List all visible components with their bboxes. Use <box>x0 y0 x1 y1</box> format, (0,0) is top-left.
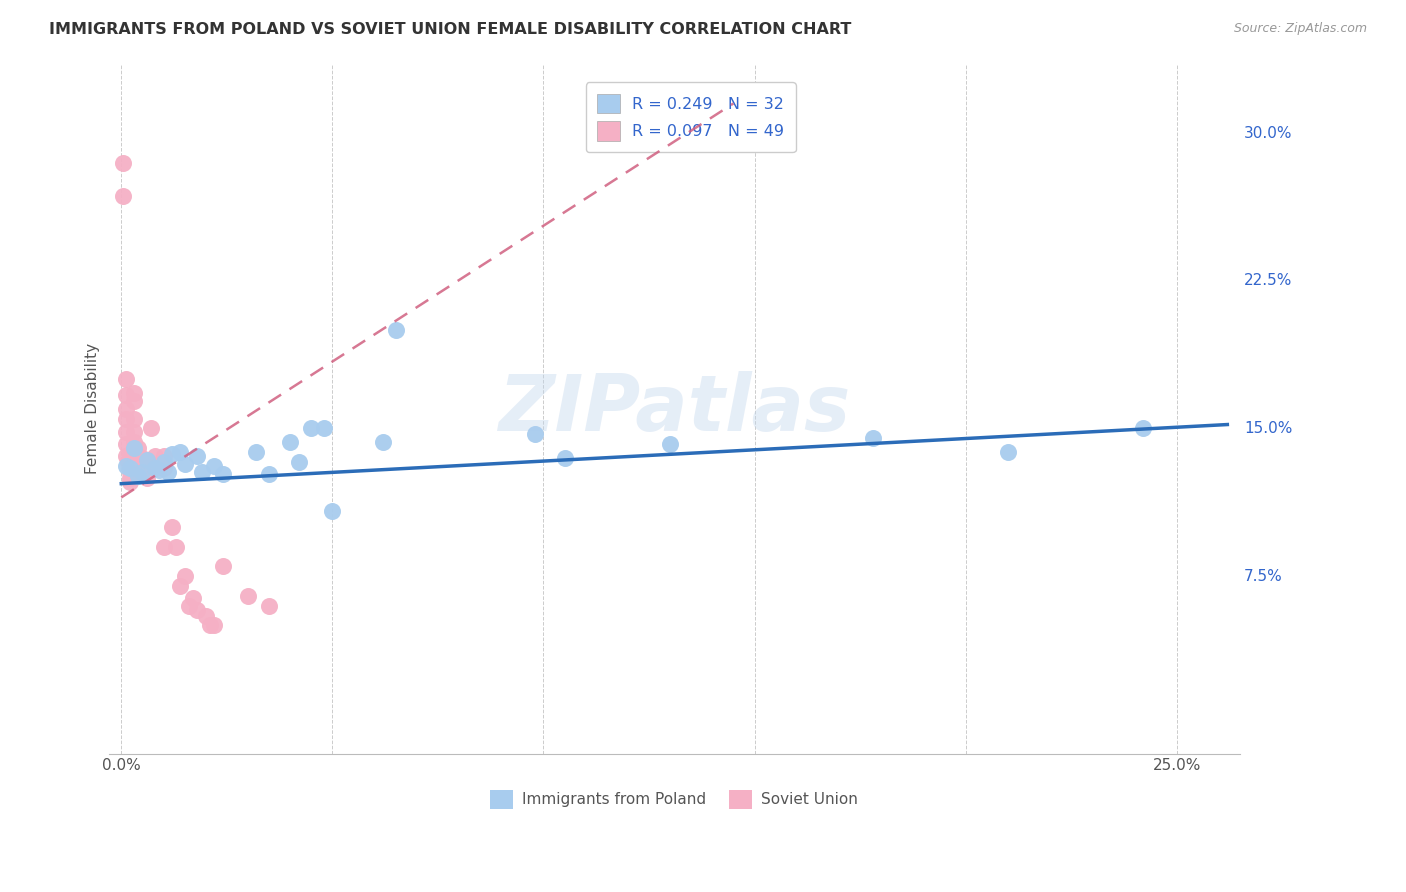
Point <box>152 461 174 475</box>
Point <box>169 445 191 459</box>
Text: 7.5%: 7.5% <box>1244 569 1284 583</box>
Point <box>114 411 136 425</box>
Point <box>122 386 145 401</box>
Point <box>118 465 141 479</box>
Point <box>186 449 208 463</box>
Point <box>135 453 157 467</box>
Point <box>211 559 233 574</box>
Point <box>152 455 174 469</box>
Point <box>114 449 136 463</box>
Point <box>127 441 149 455</box>
Point <box>371 435 394 450</box>
Point <box>312 421 335 435</box>
Point <box>114 458 136 473</box>
Text: IMMIGRANTS FROM POLAND VS SOVIET UNION FEMALE DISABILITY CORRELATION CHART: IMMIGRANTS FROM POLAND VS SOVIET UNION F… <box>49 22 852 37</box>
Point <box>148 463 170 477</box>
Point <box>173 457 195 471</box>
Point <box>118 461 141 475</box>
Point <box>997 445 1019 459</box>
Point <box>122 441 145 455</box>
Point <box>177 599 200 613</box>
Point <box>236 589 259 603</box>
Point <box>127 449 149 463</box>
Point <box>135 465 157 479</box>
Point <box>131 465 153 479</box>
Legend: Immigrants from Poland, Soviet Union: Immigrants from Poland, Soviet Union <box>484 784 865 814</box>
Point <box>165 540 187 554</box>
Point <box>131 457 153 471</box>
Point <box>173 569 195 583</box>
Point <box>114 388 136 402</box>
Point <box>287 455 309 469</box>
Point <box>169 579 191 593</box>
Point <box>114 372 136 386</box>
Point <box>112 155 135 169</box>
Text: 30.0%: 30.0% <box>1244 126 1292 141</box>
Point <box>198 618 221 632</box>
Point <box>117 455 139 469</box>
Point <box>143 449 166 463</box>
Point <box>257 599 280 613</box>
Point <box>131 465 153 479</box>
Y-axis label: Female Disability: Female Disability <box>86 343 100 475</box>
Point <box>384 323 406 337</box>
Point <box>131 450 153 465</box>
Point <box>152 449 174 463</box>
Text: Source: ZipAtlas.com: Source: ZipAtlas.com <box>1233 22 1367 36</box>
Point <box>186 603 208 617</box>
Point <box>118 475 141 489</box>
Point <box>202 458 225 473</box>
Text: ZIPatlas: ZIPatlas <box>498 371 851 447</box>
Point <box>554 450 576 465</box>
Point <box>118 457 141 471</box>
Point <box>131 461 153 475</box>
Point <box>862 431 884 445</box>
Point <box>245 445 267 459</box>
Point <box>321 504 343 518</box>
Point <box>118 450 141 465</box>
Point <box>135 471 157 485</box>
Point <box>160 447 183 461</box>
Point <box>122 411 145 425</box>
Point <box>114 401 136 416</box>
Point <box>156 465 179 479</box>
Point <box>194 608 217 623</box>
Point <box>122 393 145 408</box>
Point <box>118 461 141 475</box>
Point <box>160 520 183 534</box>
Text: 22.5%: 22.5% <box>1244 273 1292 288</box>
Point <box>659 437 682 451</box>
Point <box>122 435 145 450</box>
Point <box>299 421 322 435</box>
Point <box>118 447 141 461</box>
Point <box>278 435 301 450</box>
Point <box>190 465 212 479</box>
Point <box>114 425 136 440</box>
Point <box>1132 421 1154 435</box>
Point <box>524 427 547 442</box>
Point <box>127 468 149 483</box>
Text: 15.0%: 15.0% <box>1244 421 1292 436</box>
Point <box>152 540 174 554</box>
Point <box>148 457 170 471</box>
Point <box>118 471 141 485</box>
Point <box>202 618 225 632</box>
Point <box>143 461 166 475</box>
Point <box>257 467 280 481</box>
Point <box>181 591 204 605</box>
Point <box>211 467 233 481</box>
Point <box>122 425 145 440</box>
Point <box>114 437 136 451</box>
Point <box>112 189 135 203</box>
Point <box>139 421 162 435</box>
